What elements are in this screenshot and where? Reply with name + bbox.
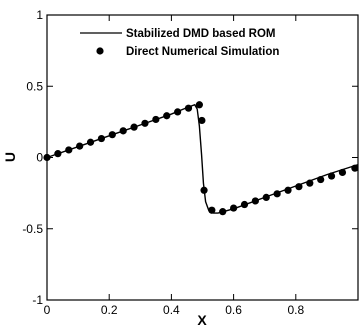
data-point-dns — [230, 204, 238, 212]
data-point-dns — [152, 115, 160, 124]
legend-marker-sample — [96, 47, 104, 55]
data-point-dns — [119, 127, 127, 135]
data-point-dns — [338, 168, 347, 177]
y-tick-label: 0 — [36, 151, 43, 165]
y-tick-label: -1 — [32, 293, 43, 307]
data-point-dns — [195, 101, 203, 109]
data-point-dns — [351, 164, 359, 172]
data-point-dns — [76, 142, 84, 150]
x-tick-label: 0.6 — [225, 303, 242, 317]
data-point-dns — [295, 183, 303, 191]
data-point-dns — [65, 146, 73, 154]
legend: Stabilized DMD based ROM Direct Numerica… — [80, 28, 279, 58]
data-layer — [43, 101, 359, 216]
data-point-dns — [251, 197, 259, 205]
x-tick-label: 0.2 — [101, 303, 118, 317]
data-point-dns — [273, 190, 281, 198]
y-tick-label: 1 — [36, 8, 43, 22]
y-axis-title: U — [2, 152, 18, 162]
data-point-dns — [317, 175, 325, 184]
x-axis-title: X — [197, 312, 207, 328]
y-tick-label: 0.5 — [26, 79, 43, 93]
data-point-dns — [327, 172, 336, 180]
data-point-dns — [240, 200, 249, 209]
x-tick-label: 0.8 — [287, 303, 304, 317]
data-point-dns — [43, 153, 51, 162]
data-point-dns — [130, 123, 138, 131]
data-point-dns — [198, 116, 206, 125]
data-point-dns — [163, 112, 171, 120]
ticks-layer: 0 0.2 0.4 0.6 0.8 -1 -0.5 0 0.5 1 — [22, 8, 358, 317]
data-point-dns — [284, 186, 292, 194]
data-point-dns — [200, 186, 208, 194]
data-point-dns — [219, 208, 227, 216]
x-tick-label: 0 — [44, 303, 51, 317]
data-point-dns — [86, 138, 95, 146]
data-point-dns — [306, 179, 314, 187]
data-point-dns — [141, 119, 149, 127]
data-point-dns — [97, 134, 106, 143]
data-point-dns — [174, 108, 182, 116]
legend-label-dns: Direct Numerical Simulation — [126, 46, 279, 58]
legend-label-rom: Stabilized DMD based ROM — [126, 28, 276, 40]
data-point-dns — [184, 104, 193, 112]
x-tick-label: 0.4 — [163, 303, 180, 317]
data-point-dns — [108, 131, 116, 139]
data-point-dns — [208, 206, 216, 214]
data-point-dns — [262, 193, 270, 201]
data-point-dns — [54, 150, 62, 158]
y-tick-label: -0.5 — [22, 222, 43, 236]
